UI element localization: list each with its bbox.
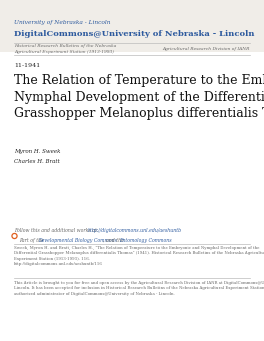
Text: Entomology Commons: Entomology Commons [119, 238, 172, 243]
Text: Agricultural Experiment Station (1913-1993): Agricultural Experiment Station (1913-19… [14, 49, 114, 54]
Text: DigitalCommons@University of Nebraska - Lincoln: DigitalCommons@University of Nebraska - … [14, 30, 254, 38]
Circle shape [13, 235, 16, 237]
Text: Charles H. Bratt: Charles H. Bratt [14, 159, 60, 164]
Text: 11-1941: 11-1941 [14, 63, 40, 68]
Text: University of Nebraska - Lincoln: University of Nebraska - Lincoln [14, 20, 111, 25]
Circle shape [12, 234, 17, 238]
Text: Myron H. Sweek: Myron H. Sweek [14, 149, 60, 154]
Bar [0, 0, 264, 52]
Text: Follow this and additional works at:: Follow this and additional works at: [14, 228, 100, 233]
Text: , and the: , and the [103, 238, 125, 243]
Text: Historical Research Bulletins of the Nebraska: Historical Research Bulletins of the Neb… [14, 44, 116, 48]
Text: Developmental Biology Commons: Developmental Biology Commons [38, 238, 117, 243]
Text: Agricultural Research Division of IANR: Agricultural Research Division of IANR [163, 47, 250, 51]
Text: This Article is brought to you for free and open access by the Agricultural Rese: This Article is brought to you for free … [14, 281, 264, 296]
Text: http://digitalcommons.unl.edu/aeshuntb: http://digitalcommons.unl.edu/aeshuntb [88, 228, 182, 233]
Text: Sweek, Myron H. and Bratt, Charles H., "The Relation of Temperature to the Embry: Sweek, Myron H. and Bratt, Charles H., "… [14, 246, 264, 266]
Text: The Relation of Temperature to the Embryonic and
Nymphal Development of the Diff: The Relation of Temperature to the Embry… [14, 74, 264, 120]
Text: Part of the: Part of the [19, 238, 45, 243]
